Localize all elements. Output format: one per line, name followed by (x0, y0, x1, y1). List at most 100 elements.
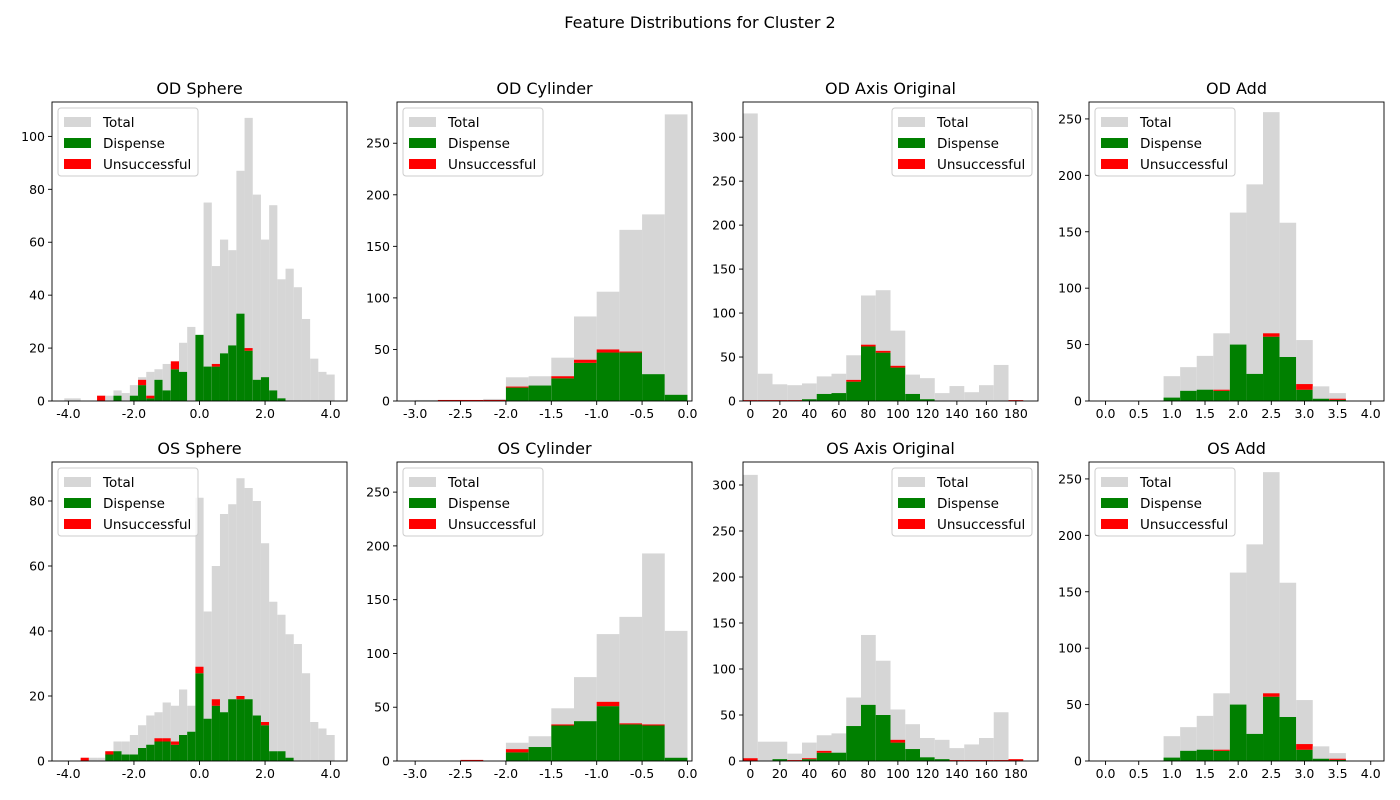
x-tick-label: 100 (886, 766, 910, 781)
x-tick-label: -2.0 (122, 766, 146, 781)
y-tick-label: 60 (29, 559, 45, 574)
legend-swatch-total (409, 477, 436, 487)
bar-dispense (277, 751, 286, 761)
legend-swatch-dispense (409, 138, 436, 148)
x-tick-label: 40 (801, 406, 817, 421)
subplot-title: OS Add (1207, 439, 1266, 458)
bar-total (138, 725, 147, 761)
bar-unsuccessful (1329, 758, 1346, 760)
legend-swatch-total (409, 117, 436, 127)
x-tick-label: 3.0 (1295, 766, 1315, 781)
bar-dispense (875, 715, 891, 761)
bar-dispense (113, 395, 122, 401)
y-tick-label: 150 (712, 616, 736, 631)
bar-total (772, 741, 788, 761)
y-tick-label: 250 (366, 485, 390, 500)
bar-total (113, 390, 122, 401)
legend-box (891, 467, 1033, 537)
x-tick-label: 1.5 (1195, 406, 1215, 421)
legend-swatch-unsuccessful (898, 519, 925, 529)
bar-unsuccessful (743, 758, 758, 761)
x-tick-label: 140 (945, 766, 969, 781)
x-tick-label: 2.0 (255, 406, 275, 421)
bar-unsuccessful (460, 759, 484, 761)
legend-swatch-dispense (64, 138, 91, 148)
legend-swatch-total (898, 477, 925, 487)
x-tick-label: 20 (772, 766, 788, 781)
bar-total (318, 728, 327, 761)
y-tick-label: 100 (366, 646, 390, 661)
x-tick-label: -1.5 (539, 406, 563, 421)
x-tick-label: 3.5 (1328, 766, 1348, 781)
bar-dispense (802, 399, 817, 401)
y-tick-label: 200 (366, 538, 390, 553)
bar-total (244, 117, 253, 401)
bar-unsuccessful (861, 344, 876, 347)
bar-total (285, 268, 294, 401)
y-tick-label: 250 (366, 136, 390, 151)
x-tick-label: 1.0 (1162, 406, 1182, 421)
y-tick-label: 150 (366, 592, 390, 607)
legend-label-dispense: Dispense (448, 496, 510, 512)
bar-unsuccessful (437, 399, 461, 401)
x-tick-label: -1.0 (584, 766, 608, 781)
legend-label-dispense: Dispense (448, 136, 510, 152)
bar-dispense (179, 371, 188, 401)
x-tick-label: 160 (974, 766, 998, 781)
y-tick-label: 50 (720, 708, 736, 723)
subplot-6: -3.0 -2.5 -2.0 -1.5 -1.0 -0.5 0.0 0 50 100 150 200 2… (366, 439, 697, 781)
bar-dispense (890, 367, 906, 401)
legend-label-dispense: Dispense (937, 496, 999, 512)
bar-dispense (129, 395, 139, 401)
bar-unsuccessful (105, 751, 114, 755)
bar-total (277, 614, 286, 761)
bar-total (642, 214, 665, 401)
x-tick-label: 4.0 (1361, 406, 1381, 421)
x-tick-label: -1.5 (539, 766, 563, 781)
x-tick-label: 100 (886, 406, 910, 421)
y-tick-label: 150 (712, 262, 736, 277)
legend: Total Dispense Unsuccessful (1094, 107, 1236, 177)
legend: Total Dispense Unsuccessful (402, 107, 544, 177)
bar-total (277, 279, 286, 401)
legend-label-total: Total (102, 115, 135, 131)
x-tick-label: 0.5 (1129, 766, 1149, 781)
bar-dispense (146, 744, 155, 761)
legend-swatch-total (1101, 117, 1128, 127)
legend-swatch-dispense (64, 498, 91, 508)
bar-dispense (170, 744, 180, 761)
bar-unsuccessful (1296, 744, 1313, 750)
bar-total (787, 753, 802, 761)
subplot-1: -4.0 -2.0 0.0 2.0 4.0 0 20 40 60 80 100 OD Sphere To… (21, 79, 348, 421)
x-tick-label: -0.5 (630, 766, 654, 781)
y-tick-label: 50 (374, 342, 390, 357)
legend-swatch-unsuccessful (64, 519, 91, 529)
bar-total (1263, 112, 1280, 401)
bar-total (664, 630, 688, 761)
bar-unsuccessful (802, 758, 817, 760)
bar-total (1263, 472, 1280, 761)
bar-total (293, 644, 302, 761)
legend: Total Dispense Unsuccessful (891, 107, 1033, 177)
bar-unsuccessful (1263, 693, 1280, 697)
bar-unsuccessful (505, 749, 529, 753)
bar-dispense (260, 377, 270, 401)
x-tick-label: 80 (860, 766, 876, 781)
subplot-title: OS Axis Original (826, 439, 955, 458)
bar-dispense (1163, 757, 1181, 761)
bar-dispense (260, 725, 270, 761)
bars (80, 478, 335, 761)
subplot-5: -4.0 -2.0 0.0 2.0 4.0 0 20 40 60 80 OS Sphere Total… (29, 439, 348, 781)
bar-total (162, 363, 171, 401)
bar-total (920, 738, 935, 761)
bar-dispense (138, 385, 147, 401)
legend-swatch-total (898, 117, 925, 127)
legend-label-unsuccessful: Unsuccessful (937, 517, 1025, 533)
legend-label-total: Total (447, 475, 480, 491)
bar-unsuccessful (964, 760, 979, 761)
bar-dispense (1196, 749, 1214, 761)
bar-total (1213, 693, 1230, 761)
bar-total (326, 735, 335, 761)
y-tick-label: 100 (712, 306, 736, 321)
bar-unsuccessful (97, 395, 106, 401)
